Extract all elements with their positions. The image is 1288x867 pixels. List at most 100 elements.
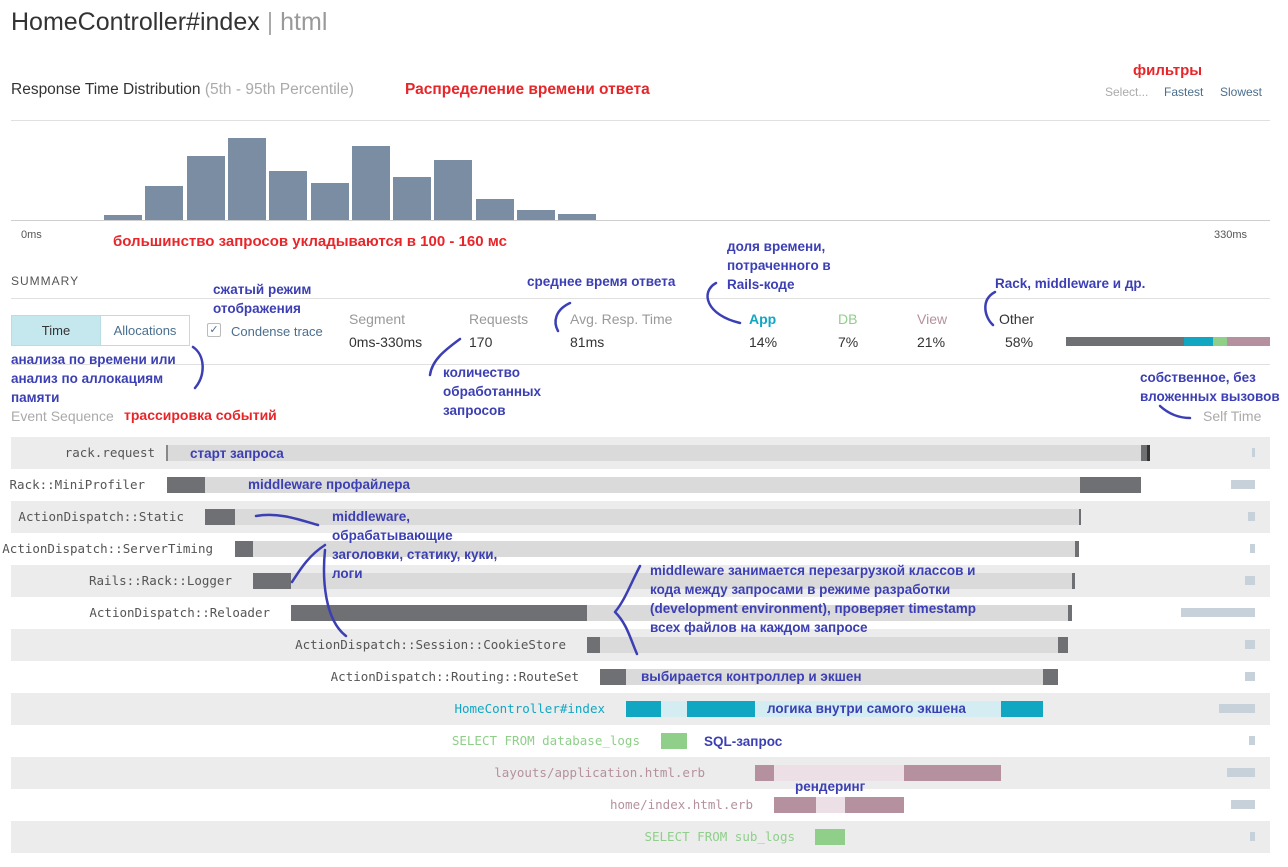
trace-bar[interactable]: [1058, 637, 1068, 653]
trace-row[interactable]: ActionDispatch::Routing::RouteSet: [11, 661, 1270, 693]
tab-time[interactable]: Time: [11, 315, 101, 346]
trace-bar[interactable]: [661, 733, 687, 749]
trace-bar[interactable]: [904, 765, 1001, 781]
trace-row-label: ActionDispatch::ServerTiming: [2, 541, 213, 556]
histogram-bar[interactable]: [476, 199, 514, 220]
trace-bar[interactable]: [1072, 573, 1075, 589]
trace-bar[interactable]: [291, 573, 1072, 589]
trace-bar[interactable]: [1075, 541, 1079, 557]
annotation-rails-share: доля времени, потраченного в Rails-коде: [727, 239, 831, 292]
trace-bar[interactable]: [168, 445, 1141, 461]
trace-bar[interactable]: [587, 605, 1069, 621]
filter-fastest[interactable]: Fastest: [1164, 85, 1204, 99]
trace-row[interactable]: ActionDispatch::Static: [11, 501, 1270, 533]
trace-row-label: layouts/application.html.erb: [494, 765, 705, 780]
histogram-bar[interactable]: [434, 160, 472, 220]
condense-checkbox[interactable]: ✓: [207, 323, 221, 337]
trace-bar[interactable]: [1147, 445, 1150, 461]
trace-row[interactable]: Rack::MiniProfiler: [9, 469, 1270, 501]
trace-row[interactable]: HomeController#index: [11, 693, 1270, 725]
trace-bar[interactable]: [235, 541, 253, 557]
trace-row[interactable]: ActionDispatch::Reloader: [11, 597, 1270, 629]
trace-bar[interactable]: [774, 765, 904, 781]
trace-bar[interactable]: [755, 765, 774, 781]
trace-bar[interactable]: [626, 669, 1043, 685]
stroke-rails: [706, 281, 742, 325]
trace-row[interactable]: home/index.html.erb: [11, 789, 1270, 821]
annotation-reloader-mw: middleware занимается перезагрузкой клас…: [650, 563, 976, 635]
trace-bar[interactable]: [205, 477, 1080, 493]
trace-bar[interactable]: [774, 797, 816, 813]
trace-bar[interactable]: [600, 637, 1058, 653]
filter-select[interactable]: Select...: [1105, 85, 1149, 99]
self-time-bar: [1227, 768, 1255, 777]
trace-row[interactable]: SELECT FROM sub_logs: [11, 821, 1270, 853]
stroke-reloader-link: [322, 548, 348, 638]
trace-bar[interactable]: [1043, 669, 1058, 685]
histogram-bar[interactable]: [145, 186, 183, 220]
histogram-bar[interactable]: [558, 214, 596, 220]
trace-bar[interactable]: [253, 541, 1076, 557]
trace-bar[interactable]: [600, 669, 626, 685]
trace-bar[interactable]: [1080, 477, 1141, 493]
trace-bar[interactable]: [166, 445, 168, 461]
trace-bar[interactable]: [235, 509, 1079, 525]
trace-bar[interactable]: [816, 797, 845, 813]
trace-row[interactable]: rack.request: [11, 437, 1270, 469]
trace-row[interactable]: layouts/application.html.erb: [11, 757, 1270, 789]
distribution-title: Response Time Distribution: [11, 81, 201, 98]
requests-value: 170: [469, 334, 493, 350]
trace-bar[interactable]: [1079, 509, 1081, 525]
trace-bar[interactable]: [1141, 445, 1149, 461]
avg-resp-label: Avg. Resp. Time: [570, 311, 673, 327]
trace-bar[interactable]: [205, 509, 235, 525]
trace-bar[interactable]: [587, 637, 600, 653]
trace-row-label: rack.request: [64, 445, 155, 460]
annotation-time-or-alloc: анализа по времени или анализ по аллокац…: [11, 352, 176, 405]
trace-bar[interactable]: [291, 605, 587, 621]
trace-bar[interactable]: [253, 573, 291, 589]
stroke-static: [254, 513, 320, 527]
histogram-bar[interactable]: [269, 171, 307, 220]
annotation-condensed: сжатый режим отображения: [213, 282, 312, 316]
self-time-bar: [1249, 736, 1255, 745]
histogram-bar[interactable]: [393, 177, 431, 220]
annotation-majority: большинство запросов укладываются в 100 …: [113, 233, 507, 250]
histogram-bar[interactable]: [311, 183, 349, 220]
trace-bar[interactable]: [626, 701, 661, 717]
annotation-headers-mw: middleware, обрабатывающие заголовки, ст…: [332, 509, 498, 581]
trace-bar[interactable]: [845, 797, 904, 813]
trace-row[interactable]: SELECT FROM database_logs: [11, 725, 1270, 757]
divider: [11, 120, 1270, 121]
trace-row-label: ActionDispatch::Session::CookieStore: [295, 637, 566, 652]
trace-bar[interactable]: [815, 829, 845, 845]
histogram-bar[interactable]: [352, 146, 390, 220]
stroke-self-time: [1158, 404, 1192, 420]
histogram-bar[interactable]: [187, 156, 225, 220]
breakdown-other-label: Other: [999, 311, 1035, 327]
axis-min-label: 0ms: [21, 229, 42, 241]
trace-row[interactable]: ActionDispatch::Session::CookieStore: [11, 629, 1270, 661]
histogram-bar[interactable]: [517, 210, 555, 220]
trace-bar[interactable]: [1001, 701, 1043, 717]
annotation-rendering: рендеринг: [795, 779, 866, 794]
histogram-bar[interactable]: [228, 138, 266, 220]
trace-bar[interactable]: [687, 701, 755, 717]
title-separator: |: [266, 8, 274, 36]
breakdown-segment-app: [1184, 337, 1213, 346]
trace-bar[interactable]: [661, 701, 687, 717]
annotation-rack-other: Rack, middleware и др.: [995, 276, 1146, 291]
breakdown-segment-view: [1227, 337, 1270, 346]
trace-row-label: Rack::MiniProfiler: [9, 477, 145, 492]
histogram-bar[interactable]: [104, 215, 142, 220]
trace-row-label: HomeController#index: [454, 701, 605, 716]
tab-allocations[interactable]: Allocations: [100, 315, 190, 346]
trace-bar[interactable]: [1068, 605, 1072, 621]
trace-row[interactable]: Rails::Rack::Logger: [11, 565, 1270, 597]
trace-bar[interactable]: [167, 477, 205, 493]
condense-label[interactable]: Condense trace: [231, 324, 323, 339]
trace-row[interactable]: ActionDispatch::ServerTiming: [2, 533, 1270, 565]
filter-slowest[interactable]: Slowest: [1220, 85, 1263, 99]
trace-bar[interactable]: [755, 701, 1001, 717]
